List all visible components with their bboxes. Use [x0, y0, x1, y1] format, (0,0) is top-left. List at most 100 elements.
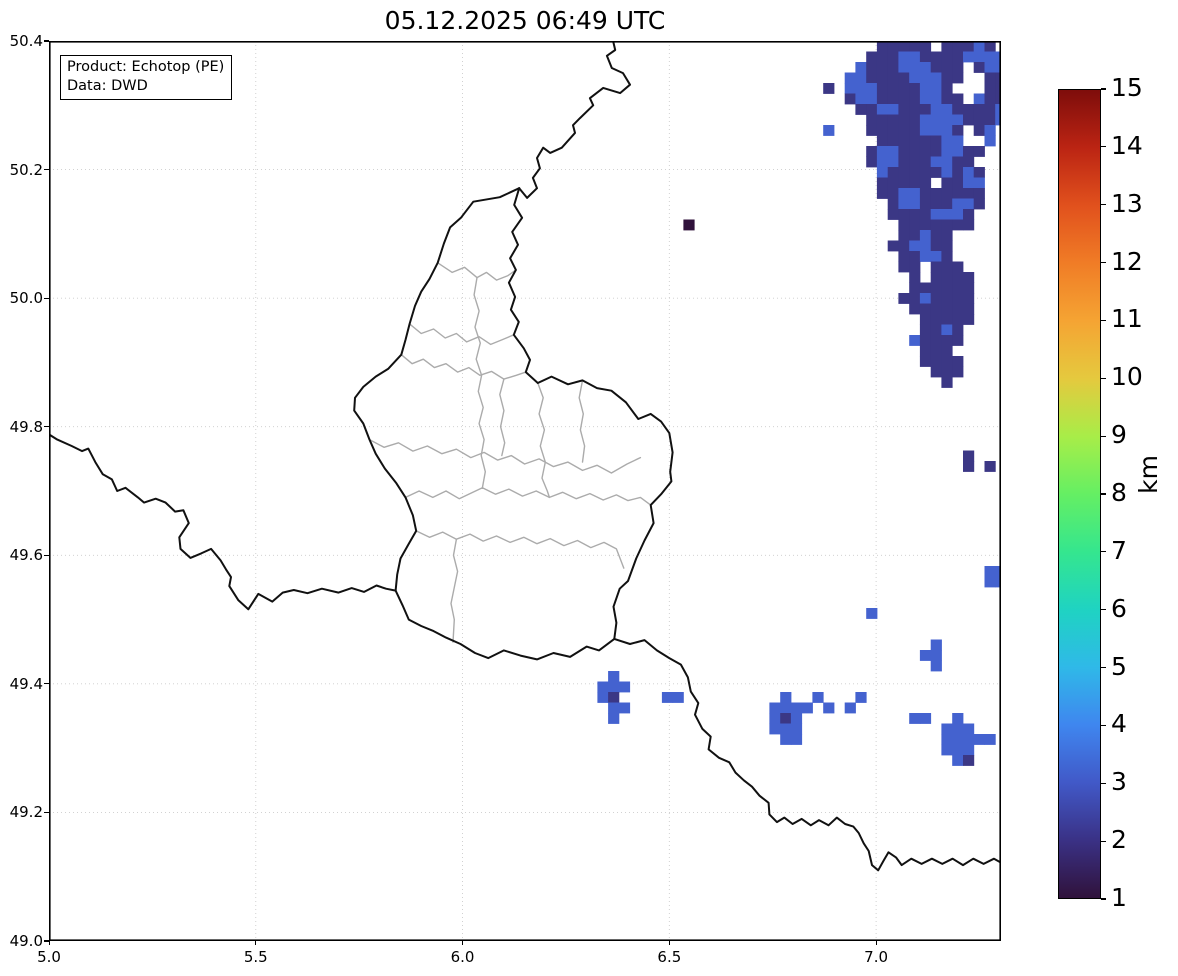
echo-cell: [952, 135, 964, 147]
echo-cell: [941, 272, 953, 283]
echo-cell: [952, 72, 964, 84]
echo-cell: [973, 114, 985, 126]
echo-cell: [919, 324, 932, 336]
echo-cell: [909, 303, 921, 315]
echo-cell: [876, 114, 889, 126]
colorbar-tick-label: 12: [1111, 246, 1143, 276]
echo-cell: [898, 146, 910, 157]
echo-cell: [876, 104, 889, 115]
colorbar-tick: [1101, 319, 1106, 322]
echo-cell: [909, 114, 921, 126]
echo-cell: [919, 125, 932, 136]
data-source-label: Data: DWD: [67, 78, 148, 95]
echo-cell: [876, 177, 889, 189]
echo-cell: [909, 125, 921, 136]
echo-cell: [919, 93, 932, 105]
echo-cell: [919, 219, 932, 231]
echo-cell: [963, 104, 975, 115]
echo-cell: [898, 104, 910, 115]
echo-cell: [855, 83, 867, 94]
echo-cell: [995, 51, 1001, 63]
echo-cell: [952, 303, 964, 315]
echo-cell: [963, 282, 975, 294]
echo-cell: [780, 713, 792, 724]
echo-cell: [941, 734, 953, 745]
echo-cell: [608, 671, 620, 682]
echo-cell: [866, 125, 878, 136]
echo-cell: [984, 72, 996, 84]
echo-cell: [995, 576, 1001, 588]
map-canvas[interactable]: [49, 41, 1001, 941]
y-tick-label: 49.0: [9, 932, 43, 950]
echo-cell: [941, 104, 953, 115]
echo-cell: [866, 72, 878, 84]
echo-cell: [919, 282, 932, 294]
echo-cell: [618, 681, 631, 693]
echo-cell: [963, 450, 975, 462]
echo-cell: [930, 93, 942, 105]
colorbar-tick-label: 4: [1111, 709, 1127, 739]
echo-cell: [952, 272, 964, 283]
echo-cell: [919, 251, 932, 262]
echo-cell: [909, 51, 921, 63]
colorbar-tick: [1101, 261, 1106, 264]
echo-cell: [930, 198, 942, 210]
echo-cell: [952, 356, 964, 367]
echo-cell: [941, 167, 953, 178]
y-tick: [44, 426, 49, 428]
echo-cell: [984, 83, 996, 94]
echo-cell: [952, 755, 964, 766]
echo-cell: [844, 72, 856, 84]
echo-cell: [919, 83, 932, 94]
echo-cell: [780, 734, 792, 745]
echo-cell: [930, 114, 942, 126]
region-border: [578, 379, 586, 463]
echo-cell: [866, 104, 878, 115]
echo-cell: [930, 146, 942, 157]
y-tick: [44, 168, 49, 171]
colorbar-tick-label: 6: [1111, 593, 1127, 623]
echo-cell: [909, 219, 921, 231]
echo-cell: [930, 639, 942, 651]
echo-cell: [941, 125, 953, 136]
echo-cell: [909, 261, 921, 273]
echo-cell: [887, 125, 899, 136]
x-tick-label: 5.5: [243, 948, 268, 966]
echo-cell: [941, 251, 953, 262]
echo-cell: [930, 167, 942, 178]
echo-cell: [898, 188, 910, 199]
y-tick-label: 50.0: [9, 289, 43, 308]
y-tick: [44, 554, 49, 556]
y-tick-label: 49.2: [9, 803, 43, 822]
echo-cell: [941, 261, 953, 273]
echo-cell: [909, 83, 921, 94]
echo-cell: [973, 188, 985, 199]
echo-cell: [941, 240, 953, 252]
echo-cell: [930, 104, 942, 115]
echo-cell: [876, 51, 889, 63]
echo-cell: [984, 734, 996, 745]
echo-cell: [941, 51, 953, 63]
echo-cell: [984, 566, 996, 577]
echo-cell: [941, 156, 953, 168]
echo-cell: [941, 135, 953, 147]
echo-cell: [984, 114, 996, 126]
echo-cell: [941, 282, 953, 294]
echo-cell: [887, 72, 899, 84]
echo-cell: [876, 167, 889, 178]
echo-cell: [887, 135, 899, 147]
echo-cell: [941, 209, 953, 220]
x-tick-label: 6.5: [657, 948, 682, 966]
echo-cell: [984, 51, 996, 63]
echo-cell: [909, 156, 921, 168]
echo-cell: [930, 62, 942, 73]
echo-cell: [898, 83, 910, 94]
echo-cell: [995, 114, 1001, 126]
echo-cell: [855, 62, 867, 73]
country-border: [518, 41, 631, 199]
echo-cell: [963, 114, 975, 126]
plot-area[interactable]: [49, 41, 1001, 941]
echo-cell: [952, 104, 964, 115]
echo-cell: [823, 83, 835, 94]
y-tick: [44, 297, 49, 299]
